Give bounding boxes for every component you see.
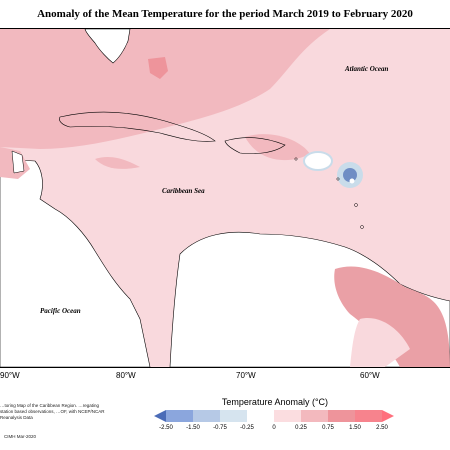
warm-anomaly-region xyxy=(0,29,330,149)
florida-landmass xyxy=(84,29,131,64)
legend-swatch xyxy=(328,410,355,422)
hispaniola-outline xyxy=(224,137,286,155)
legend-tick: 0.25 xyxy=(295,425,307,431)
legend-tick: 0 xyxy=(272,425,276,431)
legend-tick: 1.50 xyxy=(349,425,361,431)
legend-tick: -1.50 xyxy=(186,425,200,431)
island-marker xyxy=(336,177,340,181)
legend-tick: 0.75 xyxy=(322,425,334,431)
legend-tick: -2.50 xyxy=(159,425,173,431)
legend-title: Temperature Anomaly (°C) xyxy=(221,397,329,407)
legend-tick: -0.75 xyxy=(213,425,227,431)
legend-swatch xyxy=(382,410,394,422)
temperature-anomaly-map: Atlantic Ocean Caribbean Sea Pacific Oce… xyxy=(0,28,450,368)
longitude-label: 70°W xyxy=(236,371,256,380)
longitude-label: 80°W xyxy=(116,371,136,380)
pacific-ocean-label: Pacific Ocean xyxy=(40,307,81,315)
warm-anomaly-region xyxy=(245,134,310,161)
legend-swatch xyxy=(166,410,193,422)
map-canvas xyxy=(0,29,450,367)
methodology-note: …toring Map of the Caribbean Region. …re… xyxy=(0,403,105,420)
legend-swatch xyxy=(247,410,274,422)
cool-anomaly-ring xyxy=(303,151,333,171)
legend-tick: -0.25 xyxy=(240,425,254,431)
atlantic-ocean-label: Atlantic Ocean xyxy=(345,65,389,73)
island-marker xyxy=(360,225,364,229)
credit-text: CIMH Mar-2020 xyxy=(4,434,37,439)
central-america-landmass xyxy=(0,158,151,367)
island-marker xyxy=(354,203,358,207)
guianas-warm-region xyxy=(334,266,450,367)
yucatan-landmass xyxy=(11,150,25,174)
map-title: Anomaly of the Mean Temperature for the … xyxy=(37,8,413,20)
island-marker xyxy=(294,157,298,161)
legend-swatch xyxy=(154,410,166,422)
legend-swatch xyxy=(274,410,301,422)
legend-tick: 2.50 xyxy=(376,425,388,431)
island-marker xyxy=(349,178,355,184)
bahamas-warm-spot xyxy=(148,57,168,79)
legend-swatch xyxy=(301,410,328,422)
interior-mild-region xyxy=(350,318,410,367)
legend-swatch xyxy=(193,410,220,422)
cool-anomaly-core xyxy=(343,168,357,182)
longitude-label: 60°W xyxy=(360,371,380,380)
warm-anomaly-region xyxy=(95,156,140,169)
caribbean-sea-label: Caribbean Sea xyxy=(162,187,205,195)
cuba-outline xyxy=(59,111,216,142)
legend-swatch xyxy=(355,410,382,422)
legend-swatch xyxy=(220,410,247,422)
color-scale-bar xyxy=(154,410,394,422)
longitude-label: 90°W xyxy=(0,371,20,380)
